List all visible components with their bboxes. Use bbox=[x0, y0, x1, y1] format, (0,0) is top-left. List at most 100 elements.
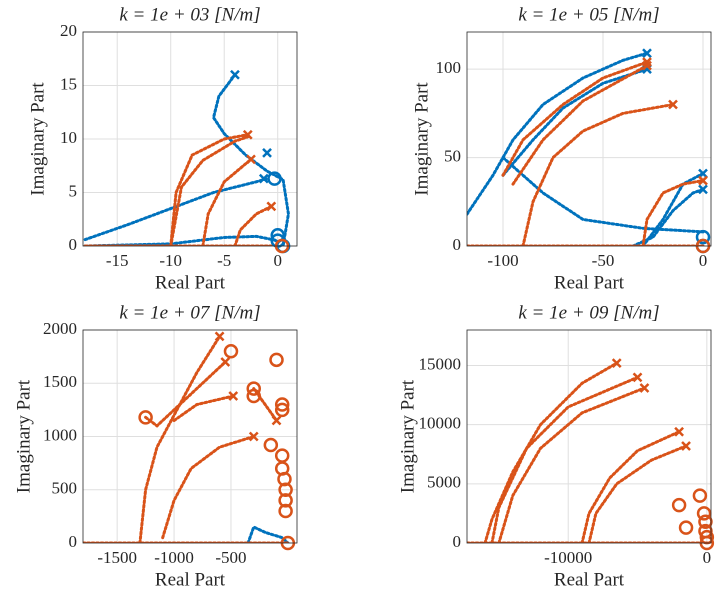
zero bbox=[695, 229, 711, 245]
zero bbox=[274, 397, 290, 412]
locus bbox=[467, 51, 649, 216]
pole bbox=[242, 129, 253, 140]
locus bbox=[501, 67, 649, 177]
chart-title: k = 1e + 07 [N/m] bbox=[119, 302, 260, 323]
plot bbox=[467, 361, 709, 543]
x-tick-label: 0 bbox=[699, 251, 708, 270]
axes-box bbox=[466, 31, 712, 247]
pole bbox=[674, 426, 684, 437]
zero bbox=[263, 437, 279, 453]
plot bbox=[83, 73, 290, 246]
x-axis-label: Real Part bbox=[554, 569, 625, 590]
plot bbox=[467, 51, 705, 246]
x-axis-label: Real Part bbox=[155, 569, 226, 590]
plot bbox=[83, 334, 290, 543]
x-tick-label: -1000 bbox=[154, 548, 194, 567]
pole bbox=[271, 415, 282, 426]
locus bbox=[169, 133, 250, 246]
pole bbox=[668, 99, 678, 110]
pole bbox=[611, 358, 622, 369]
pole bbox=[698, 175, 708, 186]
pole bbox=[246, 154, 256, 165]
plot-area bbox=[467, 32, 711, 246]
zero bbox=[138, 410, 153, 425]
locus bbox=[161, 435, 256, 540]
zero bbox=[696, 506, 712, 521]
x-tick-label: -15 bbox=[106, 251, 129, 270]
locus bbox=[641, 179, 705, 246]
pole bbox=[262, 148, 272, 158]
y-tick-label: 500 bbox=[52, 479, 78, 498]
locus bbox=[501, 60, 649, 177]
locus bbox=[169, 135, 250, 246]
locus bbox=[211, 73, 290, 246]
y-tick-label: 5000 bbox=[427, 473, 461, 492]
locus bbox=[490, 375, 640, 543]
x-tick-label: -50 bbox=[592, 251, 615, 270]
x-tick-label: -10 bbox=[159, 251, 182, 270]
y-tick-label: 10000 bbox=[419, 414, 462, 433]
y-tick-label: 1000 bbox=[43, 425, 77, 444]
x-tick-label: -500 bbox=[215, 548, 246, 567]
pole bbox=[632, 372, 643, 383]
chart-title: k = 1e + 05 [N/m] bbox=[518, 4, 659, 25]
y-tick-label: 5 bbox=[69, 181, 78, 200]
y-tick-label: 0 bbox=[69, 235, 78, 254]
zero bbox=[692, 488, 708, 503]
zero bbox=[278, 493, 293, 508]
zero bbox=[278, 503, 293, 519]
axes-box bbox=[82, 329, 298, 544]
locus bbox=[83, 177, 269, 242]
y-tick-label: 0 bbox=[453, 235, 462, 254]
y-tick-label: 20 bbox=[60, 21, 77, 40]
y-axis-label: Imaginary Part bbox=[397, 379, 418, 493]
x-axis-label: Real Part bbox=[155, 272, 226, 293]
axes-box bbox=[466, 329, 712, 544]
x-tick-label: -100 bbox=[487, 251, 518, 270]
locus bbox=[233, 204, 273, 246]
locus bbox=[201, 157, 253, 246]
y-tick-label: 10 bbox=[60, 128, 77, 147]
zero bbox=[678, 520, 694, 535]
y-tick-label: 100 bbox=[436, 58, 462, 77]
y-tick-label: 2000 bbox=[43, 319, 77, 338]
locus bbox=[83, 234, 280, 246]
chart-title: k = 1e + 03 [N/m] bbox=[119, 4, 260, 25]
y-tick-label: 50 bbox=[444, 146, 461, 165]
pole bbox=[681, 441, 691, 451]
pole bbox=[266, 201, 277, 212]
locus bbox=[511, 64, 649, 186]
x-axis-label: Real Part bbox=[554, 272, 625, 293]
zero bbox=[269, 352, 284, 368]
pole bbox=[220, 357, 231, 367]
locus bbox=[587, 444, 688, 543]
y-tick-label: 0 bbox=[453, 532, 462, 551]
pole bbox=[639, 383, 650, 393]
y-tick-label: 1500 bbox=[43, 372, 77, 391]
pole bbox=[258, 173, 269, 184]
zero bbox=[278, 482, 293, 497]
pole bbox=[642, 60, 652, 71]
locus bbox=[144, 360, 227, 428]
locus bbox=[521, 103, 675, 246]
axes-box bbox=[82, 31, 298, 247]
x-tick-label: 0 bbox=[703, 548, 712, 567]
pole bbox=[228, 391, 239, 401]
locus bbox=[138, 334, 222, 543]
x-tick-label: -1500 bbox=[97, 548, 137, 567]
zero bbox=[246, 388, 261, 404]
locus bbox=[172, 394, 235, 423]
pole bbox=[642, 48, 652, 59]
locus bbox=[580, 430, 681, 543]
zero bbox=[246, 381, 261, 396]
zero bbox=[698, 514, 713, 529]
pole bbox=[642, 57, 652, 67]
y-tick-label: 15000 bbox=[419, 354, 462, 373]
locus bbox=[501, 156, 705, 234]
y-axis-label: Imaginary Part bbox=[411, 82, 432, 196]
pole bbox=[698, 184, 708, 195]
x-tick-label: -10000 bbox=[544, 548, 592, 567]
locus bbox=[497, 386, 646, 543]
y-axis-label: Imaginary Part bbox=[27, 82, 48, 196]
